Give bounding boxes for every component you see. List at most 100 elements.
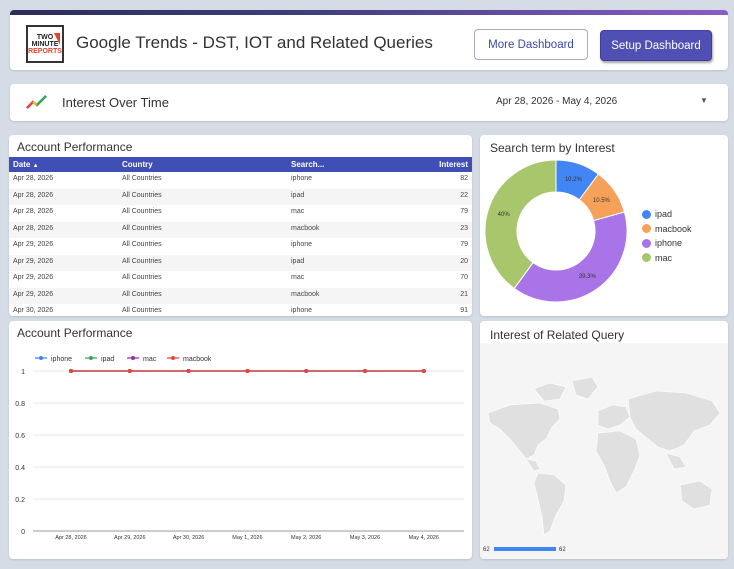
legend-item-ipad[interactable]: ipad <box>642 209 672 219</box>
x-tick-label: May 1, 2026 <box>232 535 262 541</box>
table-row[interactable]: Apr 28, 2026 All Countries iphone 82 <box>9 172 472 189</box>
table-row[interactable]: Apr 28, 2026 All Countries mac 79 <box>9 205 472 222</box>
table-cell: iphone <box>291 175 313 182</box>
donut-slice-mac[interactable] <box>484 159 557 290</box>
column-header-date[interactable]: Date ▲ <box>13 160 39 169</box>
logo-text-line2: MINUTE <box>31 40 59 48</box>
donut-slice-label: 39.3% <box>579 274 597 280</box>
y-tick-label: 0 <box>21 529 25 536</box>
table-cell: All Countries <box>122 307 162 314</box>
legend-item-macbook[interactable]: macbook <box>642 224 692 234</box>
legend-label: ipad <box>101 356 114 363</box>
legend-swatch <box>642 253 651 262</box>
logo-triangle <box>54 33 60 45</box>
table-row[interactable]: Apr 28, 2026 All Countries ipad 22 <box>9 188 472 205</box>
y-tick-label: 0.8 <box>15 401 25 408</box>
data-point-macbook[interactable] <box>186 369 191 373</box>
data-point-macbook[interactable] <box>304 369 309 373</box>
donut-slice-iphone[interactable] <box>513 211 628 303</box>
table-cell: macbook <box>291 224 320 232</box>
legend-item-iphone[interactable]: iphone <box>35 356 72 363</box>
table-cell: Apr 28, 2026 <box>13 208 54 215</box>
date-range-picker[interactable]: Apr 28, 2026 - May 4, 2026 <box>496 96 618 107</box>
column-header-search[interactable]: Search... <box>291 160 325 169</box>
table-cell: All Countries <box>122 274 162 281</box>
legend-label: mac <box>143 356 157 363</box>
y-tick-label: 0.6 <box>15 433 25 440</box>
section-label: Interest Over Time <box>62 95 169 110</box>
column-header-country[interactable]: Country <box>122 160 153 169</box>
donut-slice-label: 10.5% <box>593 198 611 204</box>
x-tick-label: May 4, 2026 <box>409 535 439 541</box>
table-row[interactable]: Apr 29, 2026 All Countries mac 70 <box>9 271 472 288</box>
table-title: Account Performance <box>17 140 133 154</box>
donut-title: Search term by Interest <box>490 141 615 155</box>
map-scale-min: 62 <box>483 547 490 553</box>
data-point-macbook[interactable] <box>69 369 73 373</box>
x-tick-label: May 3, 2026 <box>350 535 380 541</box>
table-cell: Apr 30, 2026 <box>13 307 54 314</box>
column-header-interest[interactable]: Interest <box>439 160 468 169</box>
donut-slice-label: 10.2% <box>565 177 583 183</box>
donut-chart: 10.2% 10.5% 39.3% 40% <box>484 159 628 303</box>
legend-item-macbook[interactable]: macbook <box>167 356 212 363</box>
table-cell: 22 <box>460 191 468 199</box>
data-point-macbook[interactable] <box>127 369 132 373</box>
y-tick-label: 0.2 <box>15 497 25 504</box>
y-tick-label: 0.4 <box>15 465 25 472</box>
table-row[interactable]: Apr 29, 2026 All Countries ipad 20 <box>9 254 472 271</box>
page-title: Google Trends - DST, IOT and Related Que… <box>76 33 433 52</box>
dashboard-header: TWO MINUTE REPORTS Google Trends - DST, … <box>10 10 728 70</box>
two-minute-reports-logo: TWO MINUTE REPORTS <box>26 25 64 63</box>
table-cell: 79 <box>460 208 468 215</box>
table-cell: 82 <box>460 175 468 182</box>
table-cell: Apr 29, 2026 <box>13 290 54 298</box>
legend-item-mac[interactable]: mac <box>642 253 672 263</box>
caret-down-icon[interactable]: ▼ <box>700 96 708 105</box>
table-cell: All Countries <box>122 175 162 182</box>
table-cell: All Countries <box>122 191 162 199</box>
legend-item-ipad[interactable]: ipad <box>85 356 114 363</box>
legend-label: macbook <box>183 356 212 363</box>
data-point-macbook[interactable] <box>245 369 250 373</box>
table-cell: ipad <box>291 257 305 265</box>
table-cell: All Countries <box>122 290 162 298</box>
search-term-donut-card: Search term by Interest 10.2% 10.5% 39.3% 4… <box>480 135 728 316</box>
logo-text-line3: REPORTS <box>28 47 62 55</box>
table-cell: 23 <box>460 224 468 232</box>
legend-item-mac[interactable]: mac <box>127 356 157 363</box>
legend-label: iphone <box>655 238 683 248</box>
table-cell: macbook <box>291 290 320 298</box>
legend-marker <box>131 356 135 360</box>
table-cell: All Countries <box>122 257 162 265</box>
table-cell: iphone <box>291 241 313 248</box>
table-cell: 70 <box>460 274 468 281</box>
legend-item-iphone[interactable]: iphone <box>642 238 682 248</box>
setup-dashboard-button[interactable]: Setup Dashboard <box>600 30 712 61</box>
x-tick-label: Apr 30, 2026 <box>173 535 205 541</box>
more-dashboard-button[interactable]: More Dashboard <box>474 29 588 60</box>
table-header: Date ▲ Country Search... Interest <box>9 157 472 172</box>
table-cell: Apr 29, 2026 <box>13 257 54 265</box>
map-scale-bar <box>494 547 556 551</box>
table-cell: ipad <box>291 191 305 199</box>
data-point-macbook[interactable] <box>421 369 426 373</box>
x-tick-label: Apr 29, 2026 <box>114 535 146 541</box>
table-row[interactable]: Apr 28, 2026 All Countries macbook 23 <box>9 221 472 238</box>
sort-ascending-icon[interactable]: ▲ <box>32 163 39 169</box>
table-row[interactable]: Apr 29, 2026 All Countries iphone 79 <box>9 238 472 255</box>
y-tick-label: 1 <box>21 369 25 376</box>
table-row[interactable]: Apr 29, 2026 All Countries macbook 21 <box>9 287 472 304</box>
legend-label: macbook <box>655 223 692 234</box>
donut-slice-label: 40% <box>498 212 511 218</box>
world-map[interactable]: 62 62 <box>480 321 728 559</box>
table-row[interactable]: Apr 30, 2026 All Countries iphone 91 <box>9 304 472 316</box>
legend-swatch <box>642 209 651 219</box>
data-point-macbook[interactable] <box>363 369 367 373</box>
map-scale-max: 62 <box>559 547 566 553</box>
trend-line-icon <box>26 95 47 109</box>
table-cell: Apr 29, 2026 <box>13 241 54 248</box>
table-cell: Apr 29, 2026 <box>13 274 54 281</box>
table-cell: All Countries <box>122 241 162 248</box>
account-performance-table-card: Account Performance Date ▲ Country Searc… <box>9 135 472 316</box>
